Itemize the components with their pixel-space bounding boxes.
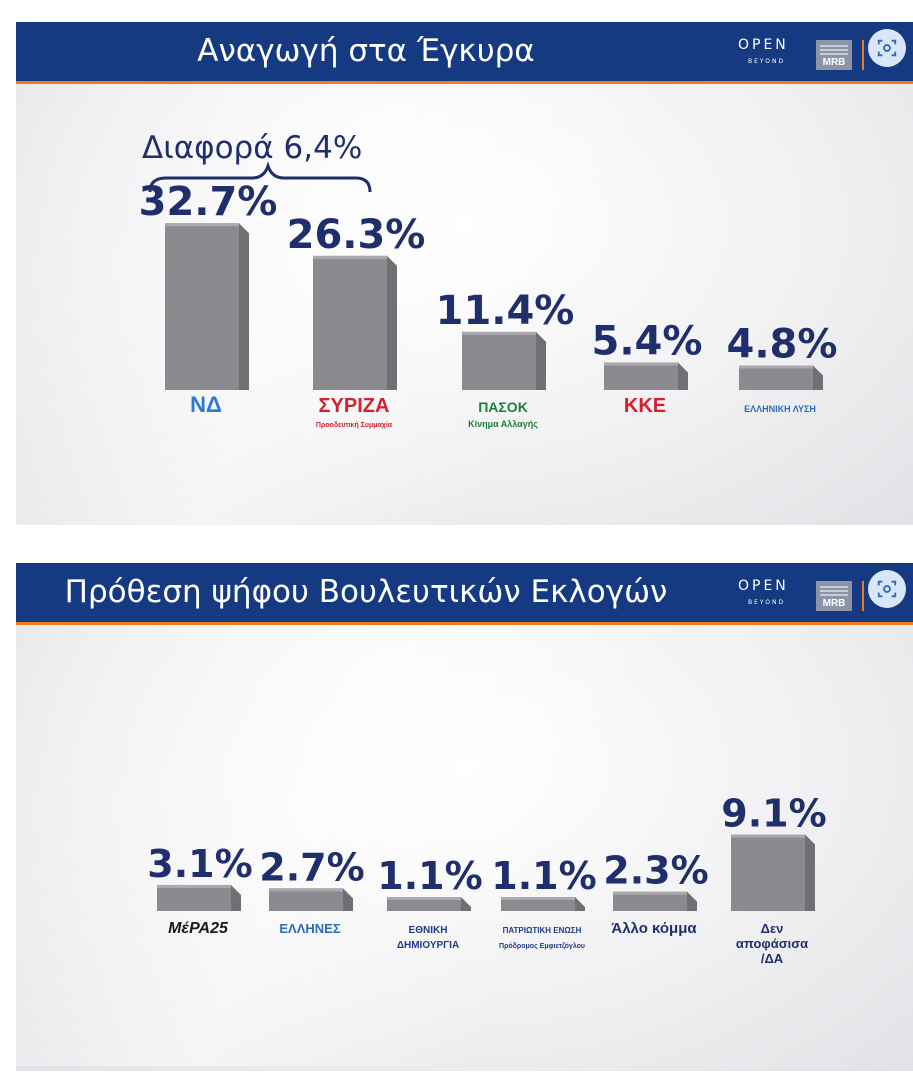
bar-top	[501, 897, 575, 900]
bar-side	[461, 897, 471, 911]
category-label: Πρόδρομος Εμφιετζόγλου	[499, 942, 585, 950]
chart-panel-vote-intention: Πρόθεση ψήφου Βουλευτικών Εκλογών OPEN BE…	[16, 563, 913, 1071]
category-label: ΝΔ	[190, 392, 222, 417]
bar-side	[678, 362, 688, 390]
bar-side	[343, 888, 353, 911]
bar-group: 4.8% ΕΛΛΗΝΙΚΗ ΛΥΣΗ	[727, 322, 838, 414]
bar-top	[462, 331, 536, 335]
value-label: 4.8%	[727, 322, 838, 368]
chart-panel-valid-votes: Αναγωγή στα Έγκυρα OPEN BEYOND MRB Διαφορ…	[16, 22, 913, 525]
bar-chart-2: 3.1% ΜέΡΑ25 2.7% ΕΛΛΗΝΕΣ 1.1% ΕΘΝΙΚΗ ΔΗΜΙΟΥΡΓΙ…	[147, 792, 826, 966]
camera-icon[interactable]	[868, 570, 906, 608]
bar	[269, 888, 343, 911]
value-label: 1.1%	[491, 854, 596, 898]
bar	[157, 884, 231, 911]
bar-top	[313, 255, 387, 259]
value-label: 26.3%	[287, 212, 426, 258]
value-label: 11.4%	[436, 288, 575, 334]
bar	[739, 365, 813, 390]
bar-side	[575, 897, 585, 911]
category-label: αποφάσισα	[736, 936, 808, 951]
category-label: Προοδευτική Συμμαχία	[316, 422, 393, 429]
bar-group: 1.1% ΕΘΝΙΚΗ ΔΗΜΙΟΥΡΓΙΑ	[377, 854, 482, 951]
category-label: ΕΘΝΙΚΗ	[409, 925, 448, 936]
bar-group: 1.1% ΠΑΤΡΙΩΤΙΚΗ ΕΝΩΣΗ Πρόδρομος Εμφιετζόγλ…	[491, 854, 596, 950]
bar-group: 26.3% ΣΥΡΙΖΑ Προοδευτική Συμμαχία	[287, 212, 426, 429]
header-bar: Πρόθεση ψήφου Βουλευτικών Εκλογών OPEN BE…	[16, 563, 913, 625]
category-label: ΠΑΣΟΚ	[478, 399, 528, 415]
bar-side	[813, 365, 823, 390]
category-label: ΚΚΕ	[624, 395, 666, 417]
bar	[165, 223, 239, 390]
bar-side	[239, 223, 249, 390]
bar	[731, 834, 805, 911]
bar	[501, 897, 575, 911]
category-label: Δεν	[761, 921, 784, 936]
bar	[613, 891, 687, 911]
value-label: 32.7%	[139, 179, 278, 225]
category-label: ΣΥΡΙΖΑ	[319, 395, 390, 417]
open-logo: OPEN BEYOND	[738, 578, 789, 606]
category-label: ΜέΡΑ25	[168, 920, 229, 937]
camera-icon[interactable]	[868, 29, 906, 67]
value-label: 2.7%	[259, 845, 364, 889]
bar-group: 2.3% Άλλο κόμμα	[603, 849, 708, 937]
category-label: Άλλο κόμμα	[611, 920, 697, 937]
value-label: 3.1%	[147, 842, 252, 886]
mrb-logo: MRB	[816, 581, 852, 611]
brand-separator	[862, 581, 864, 611]
category-label: ΔΗΜΙΟΥΡΓΙΑ	[397, 940, 459, 951]
category-label: ΠΑΤΡΙΩΤΙΚΗ ΕΝΩΣΗ	[503, 926, 582, 935]
bar	[387, 897, 461, 911]
difference-brace	[148, 161, 372, 193]
category-label: Κίνημα Αλλαγής	[468, 419, 538, 429]
category-label: ΕΛΛΗΝΙΚΗ ΛΥΣΗ	[744, 404, 816, 414]
bar-side	[536, 331, 546, 390]
category-label: ΕΛΛΗΝΕΣ	[279, 921, 340, 936]
chart-title: Πρόθεση ψήφου Βουλευτικών Εκλογών	[64, 574, 668, 610]
bar-top	[739, 365, 813, 369]
value-label: 2.3%	[603, 849, 708, 893]
bar	[604, 362, 678, 390]
bar-top	[165, 223, 239, 227]
bar-side	[387, 255, 397, 390]
header-bar: Αναγωγή στα Έγκυρα OPEN BEYOND MRB	[16, 22, 913, 84]
chart-title: Αναγωγή στα Έγκυρα	[197, 33, 535, 69]
bar-top	[613, 891, 687, 895]
bar-side	[687, 891, 697, 911]
mrb-logo: MRB	[816, 40, 852, 70]
bar-top	[157, 884, 231, 888]
bar	[462, 331, 536, 390]
brand-separator	[862, 40, 864, 70]
bar-group: 3.1% ΜέΡΑ25	[147, 842, 252, 937]
value-label: 9.1%	[721, 792, 826, 836]
bar-side	[805, 834, 815, 911]
bar-top	[269, 888, 343, 892]
bar-group: 5.4% ΚΚΕ	[592, 318, 703, 417]
bar-top	[731, 834, 805, 838]
bar-group: 32.7% ΝΔ	[139, 179, 278, 417]
bar-chart-1: 32.7% ΝΔ 26.3% ΣΥΡΙΖΑ Προοδευτική Συμμαχία 11…	[139, 161, 838, 429]
bar-side	[231, 884, 241, 911]
open-logo: OPEN BEYOND	[738, 37, 789, 65]
bar-top	[604, 362, 678, 366]
bar-group: 11.4% ΠΑΣΟΚ Κίνημα Αλλαγής	[436, 288, 575, 429]
value-label: 5.4%	[592, 318, 703, 364]
bar-top	[387, 897, 461, 900]
value-label: 1.1%	[377, 854, 482, 898]
bar-group: 2.7% ΕΛΛΗΝΕΣ	[259, 845, 364, 936]
bar	[313, 255, 387, 390]
category-label: /ΔΑ	[761, 951, 784, 966]
difference-annotation: Διαφορά 6,4%	[142, 130, 363, 166]
